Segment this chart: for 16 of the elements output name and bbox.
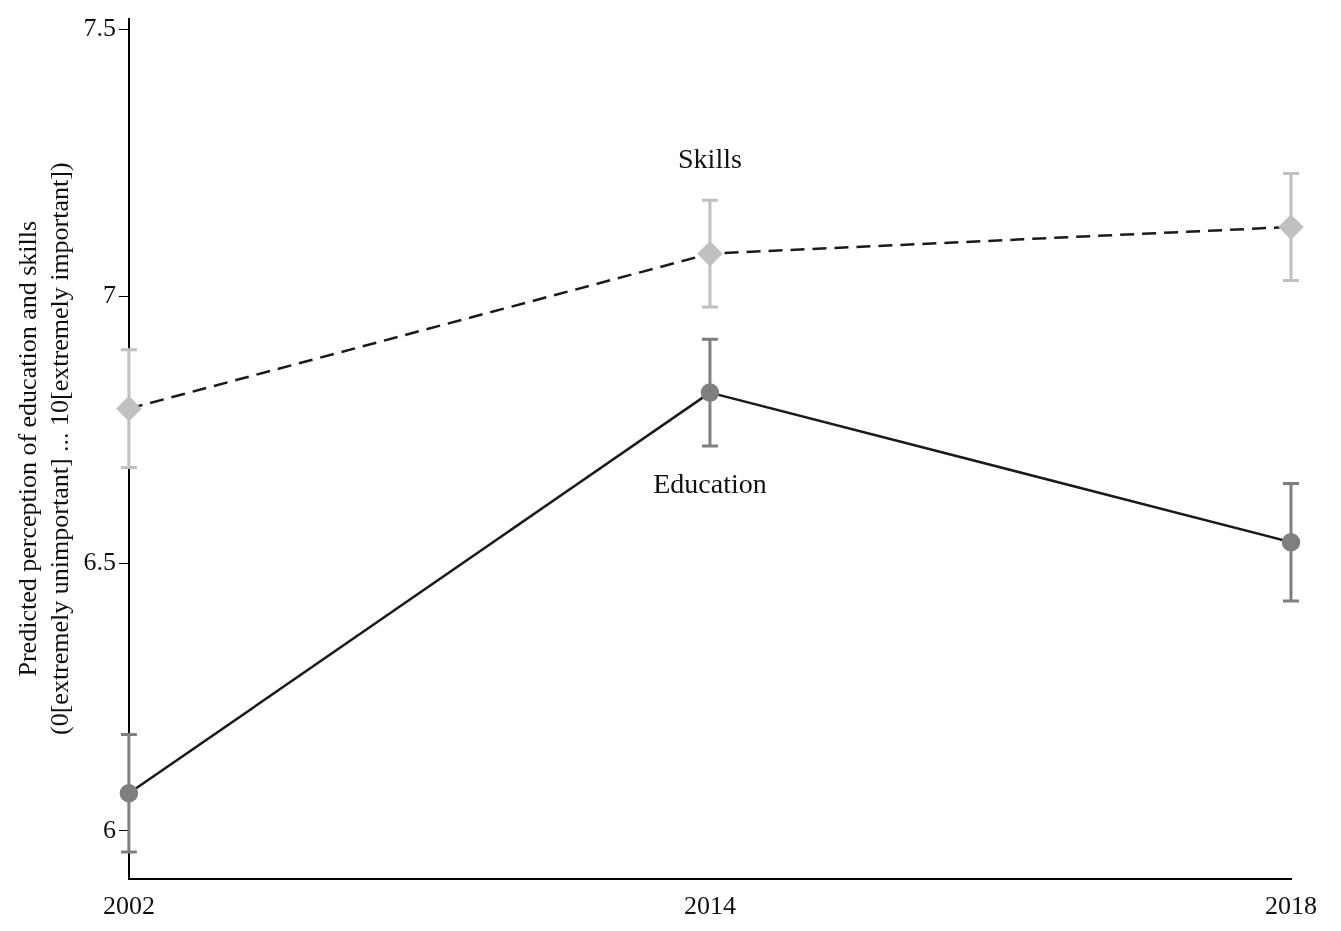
y-axis-title: Predicted perception of education and skills (0[extremely unimportant] ... 10[extremely important]) <box>13 162 74 735</box>
series-label: Education <box>653 468 767 500</box>
x-tick-label: 2002 <box>102 891 155 921</box>
y-tick-label: 7.5 <box>83 13 116 43</box>
x-tick-label: 2018 <box>1265 891 1317 921</box>
point <box>119 784 139 803</box>
x-tick-label: 2014 <box>683 891 736 921</box>
point <box>697 241 723 266</box>
point <box>1278 214 1304 240</box>
text: Skills <box>678 142 742 174</box>
point <box>700 383 720 402</box>
point <box>1281 532 1301 552</box>
y-tick-label: 6 <box>102 814 116 844</box>
point <box>116 396 142 421</box>
y-tick-label: 7 <box>102 280 116 310</box>
y-tick-label: 6.5 <box>83 547 116 577</box>
